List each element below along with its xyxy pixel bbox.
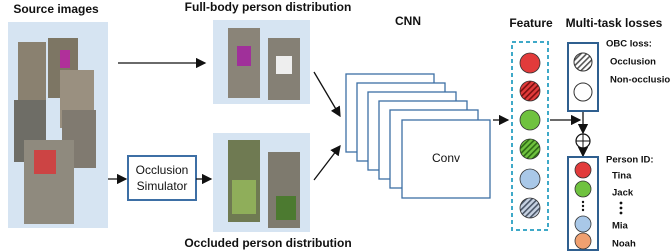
conv-label: Conv <box>432 151 460 165</box>
obc-class: Occlusion <box>610 57 656 68</box>
obc-cell <box>574 53 592 71</box>
id-name: Tina <box>612 171 632 182</box>
occluded-title: Occluded person distribution <box>184 236 351 250</box>
losses-title: Multi-task losses <box>566 16 663 30</box>
diagram: Source images Full-body person distribut… <box>0 0 670 252</box>
id-title: Person ID: <box>606 155 654 166</box>
full-body-title: Full-body person distribution <box>185 0 352 14</box>
cnn-stack <box>346 74 490 198</box>
sum-node <box>576 134 590 148</box>
feature-title: Feature <box>509 16 553 30</box>
obc-cell <box>574 83 592 101</box>
simulator-label: Occlusion <box>136 163 189 177</box>
id-name: Jack <box>612 188 634 199</box>
id-name: Noah <box>612 239 636 250</box>
obc-class: Non-occlusion <box>610 75 670 86</box>
id-name: Mia <box>612 221 629 232</box>
simulator-label: Simulator <box>137 179 188 193</box>
obc-title: OBC loss: <box>606 39 652 50</box>
cnn-title: CNN <box>395 14 421 28</box>
source-title: Source images <box>13 2 99 16</box>
